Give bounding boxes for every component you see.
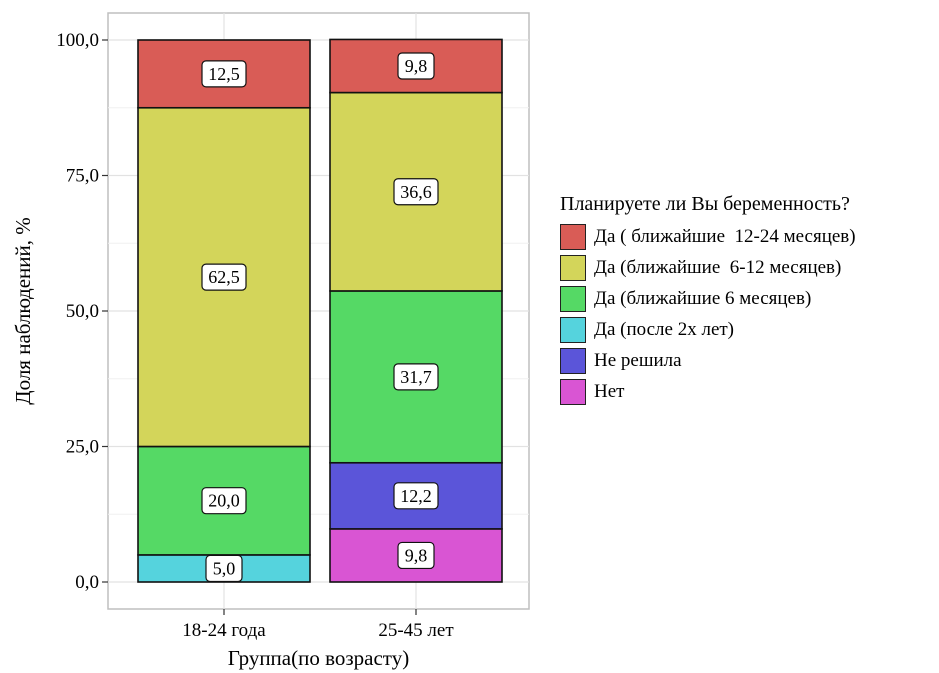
legend: Планируете ли Вы беременность? Да ( ближ… — [560, 193, 856, 408]
data-label-box — [205, 554, 243, 583]
legend-item: Нет — [560, 377, 856, 407]
data-label: 5,0 — [205, 554, 243, 583]
data-label: 20,0 — [201, 487, 247, 515]
y-tick-label: 0,0 — [75, 572, 99, 593]
legend-item: Не решила — [560, 346, 856, 376]
bars — [137, 38, 503, 583]
data-label-box — [393, 178, 439, 206]
y-tick-label: 100,0 — [56, 30, 99, 51]
legend-item: Да (после 2х лет) — [560, 315, 856, 345]
x-axis-title: Группа(по возрасту) — [228, 646, 409, 670]
data-label-text: 31,7 — [400, 367, 432, 387]
legend-swatch — [560, 224, 586, 250]
data-label-text: 9,8 — [405, 56, 428, 76]
data-label: 62,5 — [201, 263, 247, 291]
legend-label: Нет — [594, 381, 625, 402]
y-axis-title: Доля наблюдений, % — [11, 217, 35, 404]
legend-title: Планируете ли Вы беременность? — [560, 193, 850, 215]
data-label-box — [393, 363, 439, 391]
legend-label: Да (ближайшие 6-12 месяцев) — [594, 257, 842, 278]
x-tick-label: 25-45 лет — [378, 620, 454, 641]
legend-items: Да ( ближайшие 12-24 месяцев) Да (ближайш… — [560, 222, 856, 407]
data-label-text: 20,0 — [208, 491, 240, 511]
data-label: 9,8 — [397, 541, 435, 570]
data-label-box — [201, 263, 247, 291]
data-label: 12,5 — [201, 60, 247, 88]
legend-label: Да (после 2х лет) — [594, 319, 735, 340]
data-label-box — [397, 52, 435, 80]
y-tick-label: 25,0 — [66, 437, 99, 458]
legend-swatch — [560, 255, 586, 281]
data-label: 9,8 — [397, 52, 435, 80]
legend-label: Да (ближайшие 6 месяцев) — [594, 288, 812, 309]
legend-swatch — [560, 379, 586, 405]
y-tick-label: 75,0 — [66, 166, 99, 187]
data-label-text: 12,2 — [400, 486, 432, 506]
y-tick-label: 50,0 — [66, 301, 99, 322]
data-label-box — [397, 541, 435, 570]
legend-label: Не решила — [594, 350, 682, 371]
legend-swatch — [560, 286, 586, 312]
data-label-text: 62,5 — [208, 267, 240, 287]
data-label: 31,7 — [393, 363, 439, 391]
legend-swatch — [560, 348, 586, 374]
data-labels: 5,0 20,0 62,5 12,5 9,8 12,2 31,7 36,6 9,8 — [201, 52, 439, 583]
x-tick-label: 18-24 года — [182, 620, 266, 641]
data-label-box — [201, 60, 247, 88]
data-label-text: 36,6 — [400, 182, 432, 202]
legend-swatch — [560, 317, 586, 343]
data-label: 36,6 — [393, 178, 439, 206]
data-label-box — [201, 487, 247, 515]
data-label-text: 9,8 — [405, 545, 428, 565]
axes: 0,0 25,0 50,0 75,0 100,0 18-24 года 25-45 лет — [56, 30, 454, 641]
data-label-text: 5,0 — [213, 558, 236, 578]
data-label-box — [393, 482, 439, 510]
legend-item: Да (ближайшие 6-12 месяцев) — [560, 253, 856, 283]
legend-item: Да (ближайшие 6 месяцев) — [560, 284, 856, 314]
legend-label: Да ( ближайшие 12-24 месяцев) — [594, 226, 856, 247]
legend-item: Да ( ближайшие 12-24 месяцев) — [560, 222, 856, 252]
data-label-text: 12,5 — [208, 64, 240, 84]
data-label: 12,2 — [393, 482, 439, 510]
